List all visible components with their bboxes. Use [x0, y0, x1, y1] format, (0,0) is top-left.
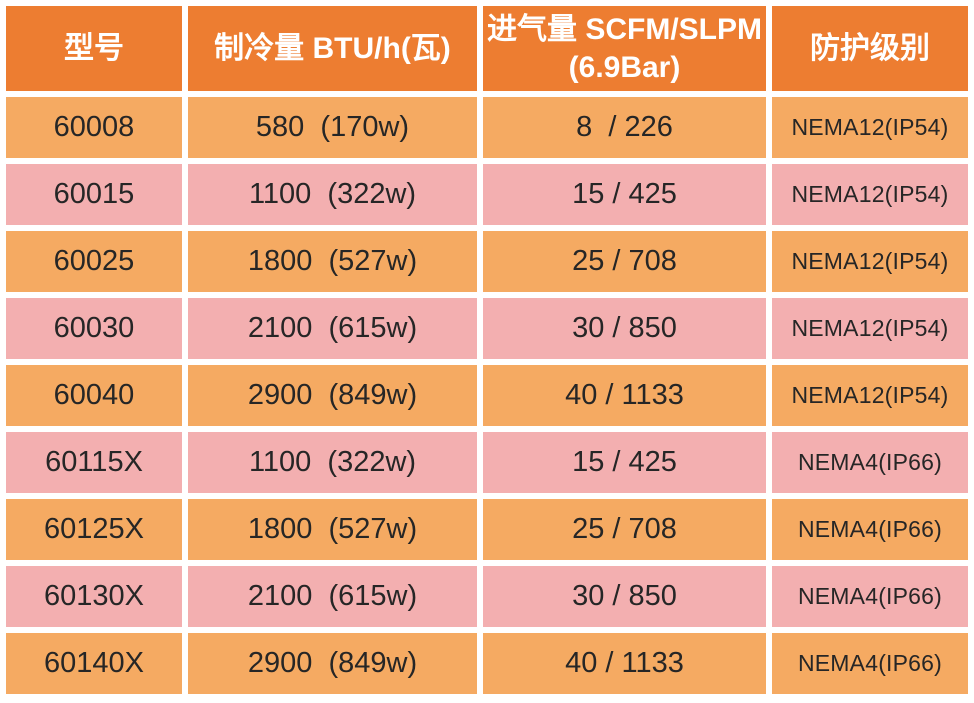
cell-model: 60015 — [6, 164, 182, 225]
cell-model: 60125X — [6, 499, 182, 560]
cell-airflow: 30 / 850 — [483, 566, 766, 627]
col-header-airflow-line1: 进气量 SCFM/SLPM — [487, 13, 762, 46]
cell-model: 60040 — [6, 365, 182, 426]
cell-model: 60130X — [6, 566, 182, 627]
table-body: 60008 580 (170w) 8 / 226 NEMA12(IP54) 60… — [6, 97, 968, 694]
cell-cooling: 1100 (322w) — [188, 164, 477, 225]
cell-cooling: 1100 (322w) — [188, 432, 477, 493]
header-row: 型号 制冷量 BTU/h(瓦) 进气量 SCFM/SLPM (6.9Bar) 防… — [6, 6, 968, 91]
cell-protection: NEMA12(IP54) — [772, 164, 968, 225]
cell-airflow: 40 / 1133 — [483, 365, 766, 426]
cell-cooling: 2900 (849w) — [188, 365, 477, 426]
table-row: 60115X 1100 (322w) 15 / 425 NEMA4(IP66) — [6, 432, 968, 493]
cell-airflow: 25 / 708 — [483, 231, 766, 292]
cell-airflow: 25 / 708 — [483, 499, 766, 560]
cell-protection: NEMA4(IP66) — [772, 566, 968, 627]
col-header-protection: 防护级别 — [772, 6, 968, 91]
cell-cooling: 1800 (527w) — [188, 231, 477, 292]
cell-cooling: 2900 (849w) — [188, 633, 477, 694]
cell-protection: NEMA12(IP54) — [772, 365, 968, 426]
table-row: 60130X 2100 (615w) 30 / 850 NEMA4(IP66) — [6, 566, 968, 627]
cell-protection: NEMA12(IP54) — [772, 97, 968, 158]
cell-model: 60140X — [6, 633, 182, 694]
cell-protection: NEMA4(IP66) — [772, 432, 968, 493]
table-row: 60015 1100 (322w) 15 / 425 NEMA12(IP54) — [6, 164, 968, 225]
cell-airflow: 8 / 226 — [483, 97, 766, 158]
table-row: 60025 1800 (527w) 25 / 708 NEMA12(IP54) — [6, 231, 968, 292]
cell-cooling: 2100 (615w) — [188, 298, 477, 359]
col-header-cooling: 制冷量 BTU/h(瓦) — [188, 6, 477, 91]
cell-airflow: 15 / 425 — [483, 432, 766, 493]
cell-protection: NEMA12(IP54) — [772, 231, 968, 292]
cell-model: 60008 — [6, 97, 182, 158]
table-row: 60040 2900 (849w) 40 / 1133 NEMA12(IP54) — [6, 365, 968, 426]
col-header-airflow-line2: (6.9Bar) — [568, 50, 681, 84]
cell-airflow: 30 / 850 — [483, 298, 766, 359]
cell-model: 60025 — [6, 231, 182, 292]
table-row: 60030 2100 (615w) 30 / 850 NEMA12(IP54) — [6, 298, 968, 359]
cell-model: 60030 — [6, 298, 182, 359]
col-header-model: 型号 — [6, 6, 182, 91]
cell-cooling: 2100 (615w) — [188, 566, 477, 627]
cell-airflow: 15 / 425 — [483, 164, 766, 225]
col-header-airflow: 进气量 SCFM/SLPM (6.9Bar) — [483, 6, 766, 91]
table-header: 型号 制冷量 BTU/h(瓦) 进气量 SCFM/SLPM (6.9Bar) 防… — [6, 6, 968, 91]
cell-protection: NEMA4(IP66) — [772, 499, 968, 560]
table-row: 60140X 2900 (849w) 40 / 1133 NEMA4(IP66) — [6, 633, 968, 694]
table-row: 60008 580 (170w) 8 / 226 NEMA12(IP54) — [6, 97, 968, 158]
cell-cooling: 580 (170w) — [188, 97, 477, 158]
cell-protection: NEMA4(IP66) — [772, 633, 968, 694]
cell-cooling: 1800 (527w) — [188, 499, 477, 560]
table-row: 60125X 1800 (527w) 25 / 708 NEMA4(IP66) — [6, 499, 968, 560]
cell-airflow: 40 / 1133 — [483, 633, 766, 694]
cell-model: 60115X — [6, 432, 182, 493]
cell-protection: NEMA12(IP54) — [772, 298, 968, 359]
